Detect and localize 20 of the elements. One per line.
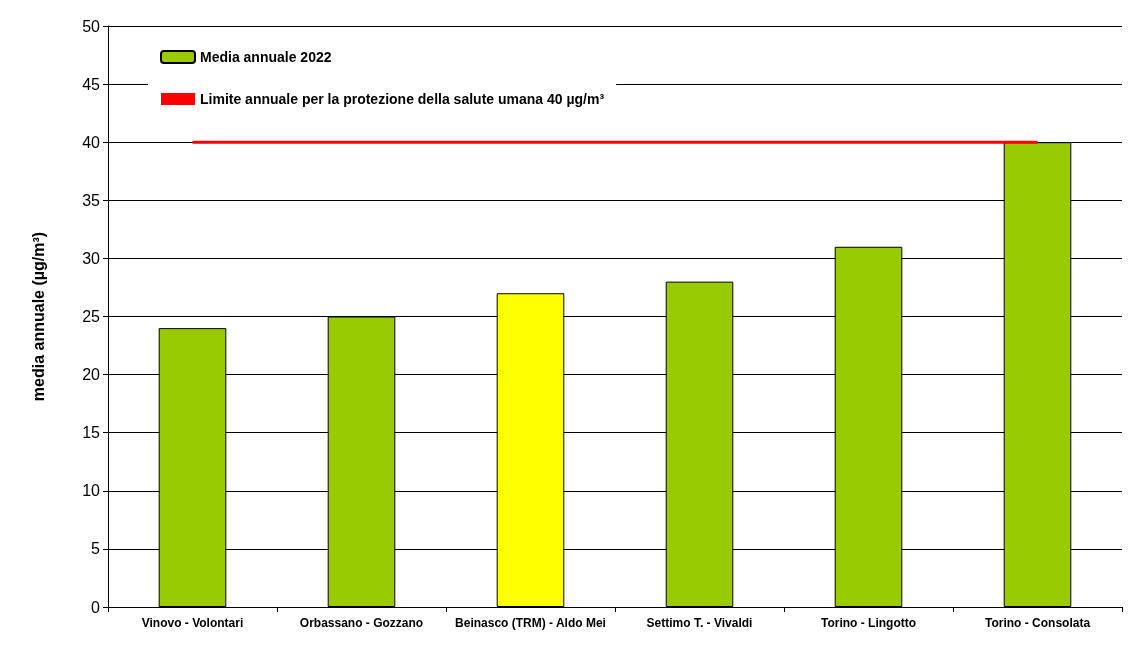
legend-label: Media annuale 2022 [200, 49, 332, 65]
x-tick-label: Beinasco (TRM) - Aldo Mei [455, 616, 606, 630]
x-tick-label: Orbassano - Gozzano [299, 616, 424, 630]
x-tick-label: Settimo T. - Vivaldi [646, 616, 753, 630]
y-tick-label: 40 [82, 133, 101, 151]
y-tick-label: 20 [82, 366, 101, 384]
legend-label: Limite annuale per la protezione della salute umana 40 µg/m³ [200, 91, 605, 107]
x-tick-label: Vinovo - Volontari [141, 616, 244, 630]
x-tick-label: Torino - Lingotto [820, 616, 917, 630]
y-tick-label: 0 [91, 598, 101, 616]
y-tick-label: 45 [82, 75, 101, 93]
y-tick-label: 30 [82, 249, 101, 267]
y-tick-label: 50 [82, 17, 101, 35]
y-tick-label: 25 [82, 308, 101, 325]
y-tick-label: 10 [82, 482, 101, 500]
y-tick-label: 15 [82, 424, 101, 442]
y-tick-label: 35 [82, 191, 101, 209]
x-tick-label: Torino - Consolata [984, 616, 1091, 630]
y-axis-title: media annuale (µg/m³) [29, 231, 47, 402]
y-tick-label: 5 [91, 540, 101, 558]
